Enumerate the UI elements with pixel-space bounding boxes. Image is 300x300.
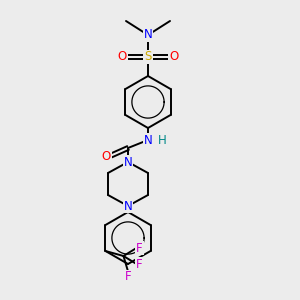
Text: O: O — [169, 50, 178, 64]
Text: N: N — [124, 155, 132, 169]
Text: N: N — [124, 200, 132, 212]
Text: F: F — [136, 257, 143, 271]
Text: O: O — [101, 149, 111, 163]
Text: F: F — [136, 242, 143, 254]
Text: F: F — [125, 271, 132, 284]
Text: S: S — [144, 50, 152, 64]
Text: N: N — [144, 28, 152, 41]
Text: H: H — [158, 134, 167, 146]
Text: N: N — [144, 134, 152, 146]
Text: O: O — [117, 50, 127, 64]
